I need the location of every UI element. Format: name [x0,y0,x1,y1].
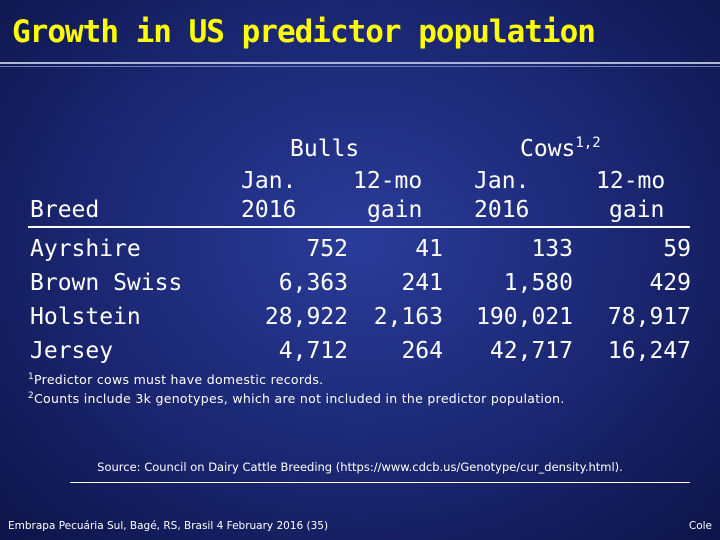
footer-author: Cole [688,520,712,532]
breed-cell: Brown Swiss [30,270,183,296]
cows-jan-cell: 133 [531,236,573,262]
bulls-year-header: 2016 [241,197,297,223]
bulls-jan-cell: 4,712 [278,338,348,364]
bulls-gain-header: gain [367,197,423,223]
cows-gain-cell: 429 [649,270,691,296]
header-underline [28,226,690,228]
title-divider [0,62,720,64]
bulls-jan-cell: 28,922 [264,304,348,330]
breed-cell: Holstein [30,304,141,330]
cows-gain-cell: 16,247 [607,338,691,364]
breed-cell: Jersey [30,338,114,364]
footer-citation: Embrapa Pecuária Sul, Bagé, RS, Brasil 4… [8,520,329,532]
bulls-jan-cell: 6,363 [278,270,348,296]
breed-header: Breed [30,197,100,223]
cows-header: Cows1,2 [520,135,601,162]
cows-jan-header: Jan. [474,168,530,194]
bulls-gain-cell: 2,163 [373,304,443,330]
bulls-mo-header: 12-mo [353,168,423,194]
breed-cell: Ayrshire [30,236,141,262]
bulls-gain-cell: 241 [401,270,443,296]
cows-mo-header: 12-mo [596,168,666,194]
cows-gain-cell: 78,917 [607,304,691,330]
bulls-gain-cell: 264 [401,338,443,364]
cows-jan-cell: 190,021 [476,304,573,330]
footnote: 2Counts include 3k genotypes, which are … [28,391,565,406]
cows-jan-cell: 1,580 [503,270,573,296]
cows-footnote-marker: 1,2 [575,135,601,151]
cows-gain-header: gain [609,197,665,223]
source-divider [70,482,690,483]
cows-gain-cell: 59 [663,236,691,262]
page-title: Growth in US predictor population [12,14,596,50]
source-note: Source: Council on Dairy Cattle Breeding… [97,460,623,474]
bulls-gain-cell: 41 [415,236,443,262]
bulls-jan-cell: 752 [306,236,348,262]
bulls-jan-header: Jan. [241,168,297,194]
cows-jan-cell: 42,717 [489,338,573,364]
footnote: 1Predictor cows must have domestic recor… [28,372,324,387]
title-divider-secondary [0,66,720,67]
bulls-header: Bulls [290,136,360,162]
cows-year-header: 2016 [474,197,530,223]
